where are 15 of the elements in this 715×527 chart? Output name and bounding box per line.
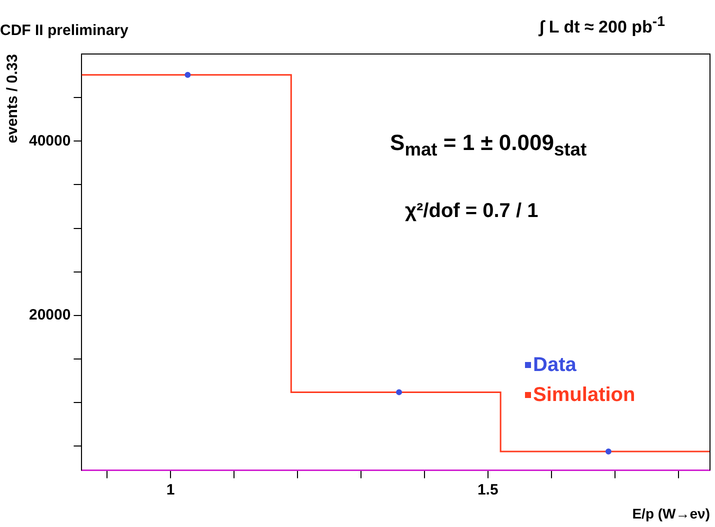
point [396,389,402,396]
y-tick-label: 20000 [28,306,71,324]
chart-title: CDF II preliminary [0,22,130,40]
y-axis-title: events / 0.33 [4,54,22,144]
x-axis-title: E/p (W→eν) [632,505,710,522]
y-tick-label: 40000 [28,132,71,150]
point [184,72,191,78]
x-tick-label: 1.5 [477,481,498,498]
point [605,448,612,454]
text: ∫ L dt ≈ 200 pb$^{-1}$ [540,14,665,38]
annotation: S$_{mat}$ = 1 ± 0.009$_{stat}$ [390,130,587,160]
legend-label: Simulation [533,383,636,408]
annotation: χ²/dof = 0.7 / 1 [405,200,538,223]
x-tick-label: 1 [166,481,175,498]
legend-label: Data [533,353,576,378]
